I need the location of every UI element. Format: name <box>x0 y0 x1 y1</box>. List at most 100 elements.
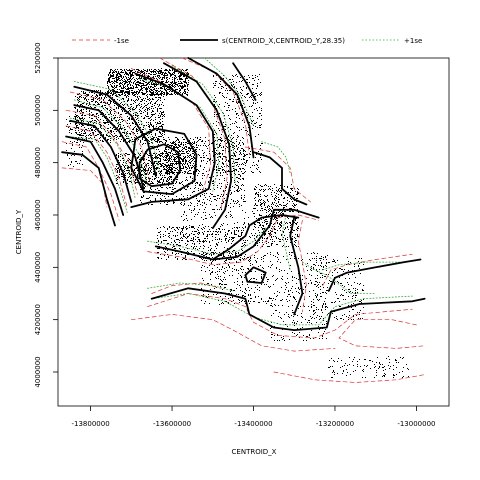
data-point <box>262 203 263 204</box>
data-point <box>173 202 174 203</box>
data-point <box>174 157 175 158</box>
data-point <box>127 138 128 139</box>
data-point <box>120 80 121 81</box>
data-point <box>119 83 120 84</box>
data-point <box>140 155 141 156</box>
data-point <box>121 91 122 92</box>
data-point <box>145 173 146 174</box>
data-point <box>151 112 152 113</box>
data-point <box>232 75 233 76</box>
data-point <box>146 159 147 160</box>
data-point <box>139 85 140 86</box>
data-point <box>94 93 95 94</box>
data-point <box>111 69 112 70</box>
data-point <box>109 80 110 81</box>
data-point <box>155 198 156 199</box>
data-point <box>153 171 154 172</box>
data-point <box>126 92 127 93</box>
data-point <box>265 234 266 235</box>
data-point <box>176 140 177 141</box>
data-point <box>197 141 198 142</box>
data-point <box>138 92 139 93</box>
data-point <box>271 204 272 205</box>
data-point <box>81 126 82 127</box>
data-point <box>260 148 261 149</box>
data-point <box>149 141 150 142</box>
data-point <box>141 104 142 105</box>
data-point <box>261 203 262 204</box>
data-point <box>155 86 156 87</box>
data-point <box>223 150 224 151</box>
data-point <box>183 153 184 154</box>
data-point <box>291 188 292 189</box>
data-point <box>167 168 168 169</box>
data-point <box>274 232 275 233</box>
data-point <box>146 91 147 92</box>
data-point <box>238 159 239 160</box>
data-point <box>105 137 106 138</box>
data-point <box>249 97 250 98</box>
data-point <box>165 151 166 152</box>
data-point <box>147 116 148 117</box>
data-point <box>138 130 139 131</box>
data-point <box>155 102 156 103</box>
data-point <box>219 198 220 199</box>
data-point <box>298 193 299 194</box>
data-point <box>116 107 117 108</box>
data-point <box>123 179 124 180</box>
data-point <box>175 163 176 164</box>
data-point <box>143 195 144 196</box>
data-point <box>128 167 129 168</box>
data-point <box>158 83 159 84</box>
data-point <box>200 145 201 146</box>
data-point <box>94 122 95 123</box>
data-point <box>182 161 183 162</box>
data-point <box>288 218 289 219</box>
data-point <box>244 154 245 155</box>
data-point <box>243 158 244 159</box>
data-point <box>122 92 123 93</box>
data-point <box>179 183 180 184</box>
data-point <box>244 96 245 97</box>
data-point <box>185 156 186 157</box>
data-point <box>110 100 111 101</box>
data-point <box>160 77 161 78</box>
data-point <box>216 125 217 126</box>
data-point <box>254 188 255 189</box>
data-point <box>173 173 174 174</box>
data-point <box>123 132 124 133</box>
data-point <box>75 114 76 115</box>
data-point <box>126 72 127 73</box>
data-point <box>241 148 242 149</box>
data-point <box>147 76 148 77</box>
data-point <box>182 159 183 160</box>
data-point <box>136 92 137 93</box>
data-point <box>124 92 125 93</box>
data-point <box>244 107 245 108</box>
data-point <box>230 141 231 142</box>
data-point <box>172 86 173 87</box>
data-point <box>155 200 156 201</box>
data-point <box>283 202 284 203</box>
data-point <box>127 133 128 134</box>
data-point <box>225 126 226 127</box>
data-point <box>133 113 134 114</box>
data-point <box>156 84 157 85</box>
data-point <box>131 170 132 171</box>
data-point <box>140 200 141 201</box>
data-point <box>192 192 193 193</box>
data-point <box>112 73 113 74</box>
data-point <box>207 158 208 159</box>
data-point <box>239 174 240 175</box>
data-point <box>127 93 128 94</box>
data-point <box>153 74 154 75</box>
data-point <box>165 75 166 76</box>
data-point <box>115 95 116 96</box>
data-point <box>95 135 96 136</box>
data-point <box>241 189 242 190</box>
data-point <box>86 100 87 101</box>
data-point <box>122 72 123 73</box>
data-point <box>128 138 129 139</box>
data-point <box>214 130 215 131</box>
data-point <box>232 163 233 164</box>
